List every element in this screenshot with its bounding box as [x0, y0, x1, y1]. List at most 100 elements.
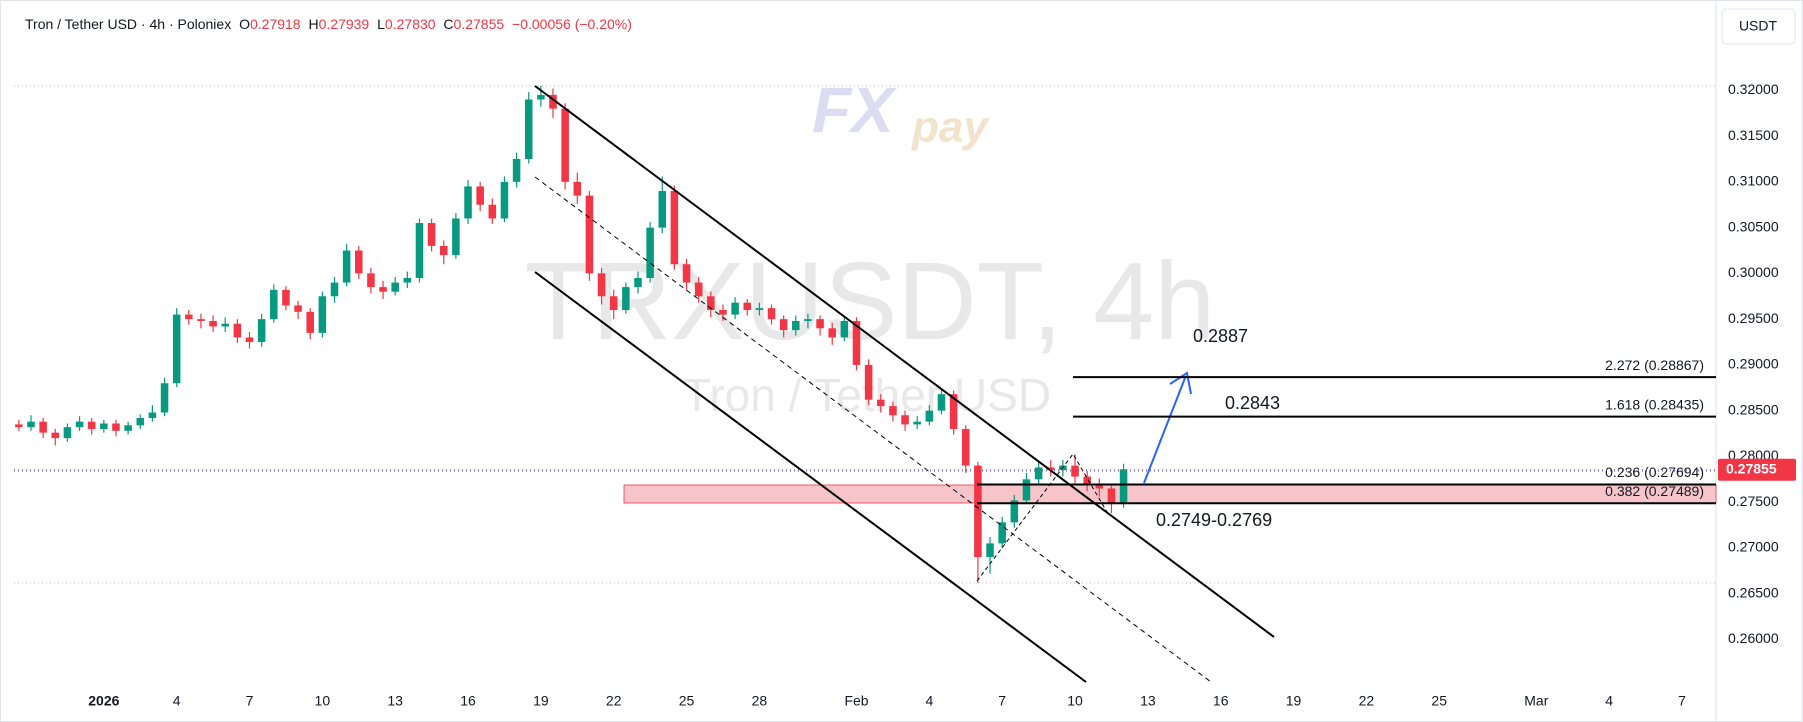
y-tick-label: 0.29000 — [1728, 356, 1779, 372]
arrow-head — [1169, 371, 1192, 395]
candle-body — [913, 421, 921, 425]
fib-label: 1.618 (0.28435) — [1605, 396, 1704, 412]
candle-body — [1010, 500, 1019, 523]
ohlc-key: C — [443, 16, 453, 32]
last-price-box — [1718, 458, 1796, 481]
y-tick-label: 0.29500 — [1728, 310, 1779, 326]
x-tick-label: 13 — [1140, 693, 1156, 709]
candle-body — [439, 245, 448, 256]
x-tick-label: 22 — [1359, 693, 1375, 709]
fib-levels: 2.272 (0.28867) 1.618 (0.28435) 0.236 (0.2… — [977, 357, 1716, 505]
candle-body — [1119, 469, 1128, 505]
candle-body — [1034, 467, 1043, 480]
candle-body — [355, 250, 363, 274]
y-tick-label: 0.31500 — [1728, 127, 1779, 143]
candle-body — [537, 94, 545, 100]
ohlc-key: H — [308, 16, 318, 32]
candle-body — [197, 319, 205, 321]
candle-body — [87, 421, 96, 429]
candle-body — [294, 305, 302, 312]
candle-body — [524, 99, 533, 159]
candles — [15, 85, 1128, 583]
candle-body — [840, 320, 849, 338]
candle-body — [937, 394, 946, 411]
candle-body — [658, 191, 667, 228]
candle-body — [731, 302, 739, 315]
y-tick-label: 0.27000 — [1728, 539, 1779, 555]
candle-body — [51, 432, 60, 439]
candle-body — [561, 108, 569, 182]
x-tick-label: 19 — [533, 693, 549, 709]
target-arrow — [1143, 377, 1186, 484]
candle-body — [949, 394, 958, 429]
candle-body — [792, 320, 800, 331]
candle-body — [488, 204, 497, 219]
candle-body — [342, 250, 351, 283]
candle-body — [500, 181, 509, 219]
candle-body — [391, 282, 399, 292]
candle-body — [974, 465, 982, 558]
candle-body — [306, 311, 314, 333]
y-tick-label: 0.30500 — [1728, 218, 1779, 234]
y-tick-label: 0.28500 — [1728, 401, 1779, 417]
candle-body — [209, 320, 217, 327]
candle-body — [889, 406, 897, 416]
candle-body — [828, 328, 836, 338]
candle-body — [864, 364, 873, 400]
candle-body — [961, 428, 970, 466]
candle-body — [816, 319, 824, 329]
candle-body — [464, 186, 472, 219]
y-tick-label: 0.26500 — [1728, 584, 1779, 600]
candle-body — [622, 287, 630, 310]
swing-path — [976, 453, 1108, 582]
candle-body — [804, 319, 812, 321]
candle-body — [112, 423, 120, 431]
candle-body — [779, 319, 788, 331]
x-tick-label: 2026 — [88, 693, 119, 709]
candle-body — [282, 289, 290, 306]
candle-body — [63, 427, 72, 439]
candle-body — [549, 94, 557, 109]
candle-body — [403, 277, 412, 283]
candle-body — [877, 399, 885, 407]
candle-body — [767, 308, 776, 320]
fib-label: 0.382 (0.27489) — [1605, 483, 1704, 499]
candle-body — [719, 310, 727, 315]
x-tick-label: 25 — [1431, 693, 1447, 709]
symbol: Tron / Tether USD · 4h · Poloniex — [25, 16, 231, 32]
x-tick-label: 28 — [752, 693, 768, 709]
channel-upper — [534, 85, 1275, 638]
candle-body — [367, 273, 375, 288]
candle-body — [597, 273, 606, 297]
x-tick-label: 7 — [1678, 693, 1686, 709]
candle-body — [39, 421, 47, 433]
logo-fx: FX — [812, 74, 897, 146]
candle-body — [585, 195, 594, 274]
support-zone — [623, 484, 1717, 504]
ohlc-value: 0.27830 — [385, 16, 436, 32]
x-tick-label: 16 — [460, 693, 476, 709]
candle-body — [15, 424, 23, 428]
candle-body — [172, 314, 181, 384]
candle-body — [609, 296, 618, 310]
annotation: 0.2843 — [1225, 393, 1280, 413]
currency-label[interactable]: USDT — [1739, 18, 1778, 34]
drawings — [534, 85, 1275, 683]
x-tick-label: 16 — [1213, 693, 1229, 709]
x-tick-label: 19 — [1286, 693, 1302, 709]
x-tick-label: 10 — [1067, 693, 1083, 709]
candle-body — [512, 158, 521, 182]
currency-button[interactable] — [1721, 8, 1796, 45]
fib-label: 0.236 (0.27694) — [1605, 464, 1704, 480]
x-tick-label: 13 — [387, 693, 403, 709]
watermark-title: TRXUSDT, 4h — [525, 240, 1216, 363]
ohlc-value: 0.27918 — [250, 16, 301, 32]
candle-body — [330, 282, 339, 297]
candle-body — [707, 296, 715, 310]
x-tick-label: Feb — [844, 693, 868, 709]
ohlc-key: O — [239, 16, 250, 32]
candle-body — [257, 319, 266, 343]
ohlc-value: 0.27855 — [454, 16, 505, 32]
y-tick-label: 0.32000 — [1728, 81, 1779, 97]
